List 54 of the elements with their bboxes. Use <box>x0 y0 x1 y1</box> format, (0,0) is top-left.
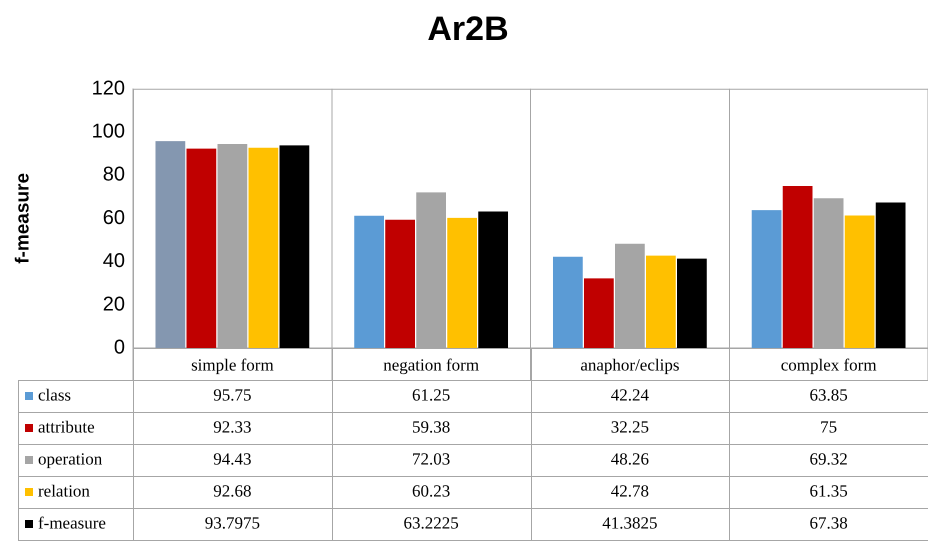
x-tick-label: simple form <box>191 356 274 375</box>
bar <box>186 148 216 348</box>
bar <box>354 216 384 348</box>
y-tick-label: 100 <box>92 120 125 143</box>
data-label: 60.23 <box>412 481 450 500</box>
data-label: 42.24 <box>610 385 650 404</box>
legend-label: operation <box>38 449 103 468</box>
chart-title: Ar2B <box>427 10 509 48</box>
bar <box>447 218 478 348</box>
bar <box>280 145 310 348</box>
data-label: 69.32 <box>810 449 848 468</box>
bar <box>782 186 813 348</box>
y-tick-label: 0 <box>114 336 125 359</box>
data-label: 32.25 <box>610 417 649 436</box>
data-label: 41.3825 <box>602 513 658 532</box>
x-tick-label: negation form <box>383 356 480 375</box>
data-label: 63.85 <box>810 385 848 404</box>
data-label: 75 <box>820 417 838 436</box>
bar <box>385 220 416 348</box>
x-tick-label: anaphor/eclips <box>580 356 680 375</box>
bar <box>155 141 186 348</box>
bar <box>584 278 614 348</box>
y-tick-label: 80 <box>102 164 125 186</box>
data-label: 95.75 <box>213 385 252 404</box>
data-label: 61.25 <box>412 385 450 404</box>
bar <box>677 258 707 348</box>
legend-label: relation <box>38 481 90 500</box>
legend-label: f-measure <box>38 513 106 532</box>
bar <box>752 210 782 348</box>
data-label: 92.68 <box>213 481 252 500</box>
bar <box>646 256 676 348</box>
data-label: 94.43 <box>213 449 252 468</box>
data-label: 61.35 <box>810 481 848 500</box>
bar <box>248 148 278 348</box>
y-tick-label: 60 <box>102 206 125 229</box>
data-label: 72.03 <box>412 449 450 468</box>
data-label: 67.38 <box>810 513 848 532</box>
data-label: 63.2225 <box>404 513 459 532</box>
data-label: 92.33 <box>213 417 252 436</box>
data-label: 93.7975 <box>204 513 260 532</box>
bar <box>478 211 508 348</box>
bar <box>876 202 906 348</box>
data-label: 59.38 <box>412 417 450 436</box>
y-tick-label: 20 <box>102 293 125 316</box>
legend-label: attribute <box>38 417 95 436</box>
bar <box>844 215 875 348</box>
y-tick-label: 120 <box>92 77 125 100</box>
x-tick-label: complex form <box>780 356 877 375</box>
data-label: 42.78 <box>610 481 649 500</box>
data-label: 48.26 <box>610 449 649 468</box>
legend-label: class <box>38 385 72 404</box>
y-axis-title: f-measure <box>12 172 34 264</box>
bar <box>552 256 583 348</box>
y-tick-label: 40 <box>102 250 125 272</box>
